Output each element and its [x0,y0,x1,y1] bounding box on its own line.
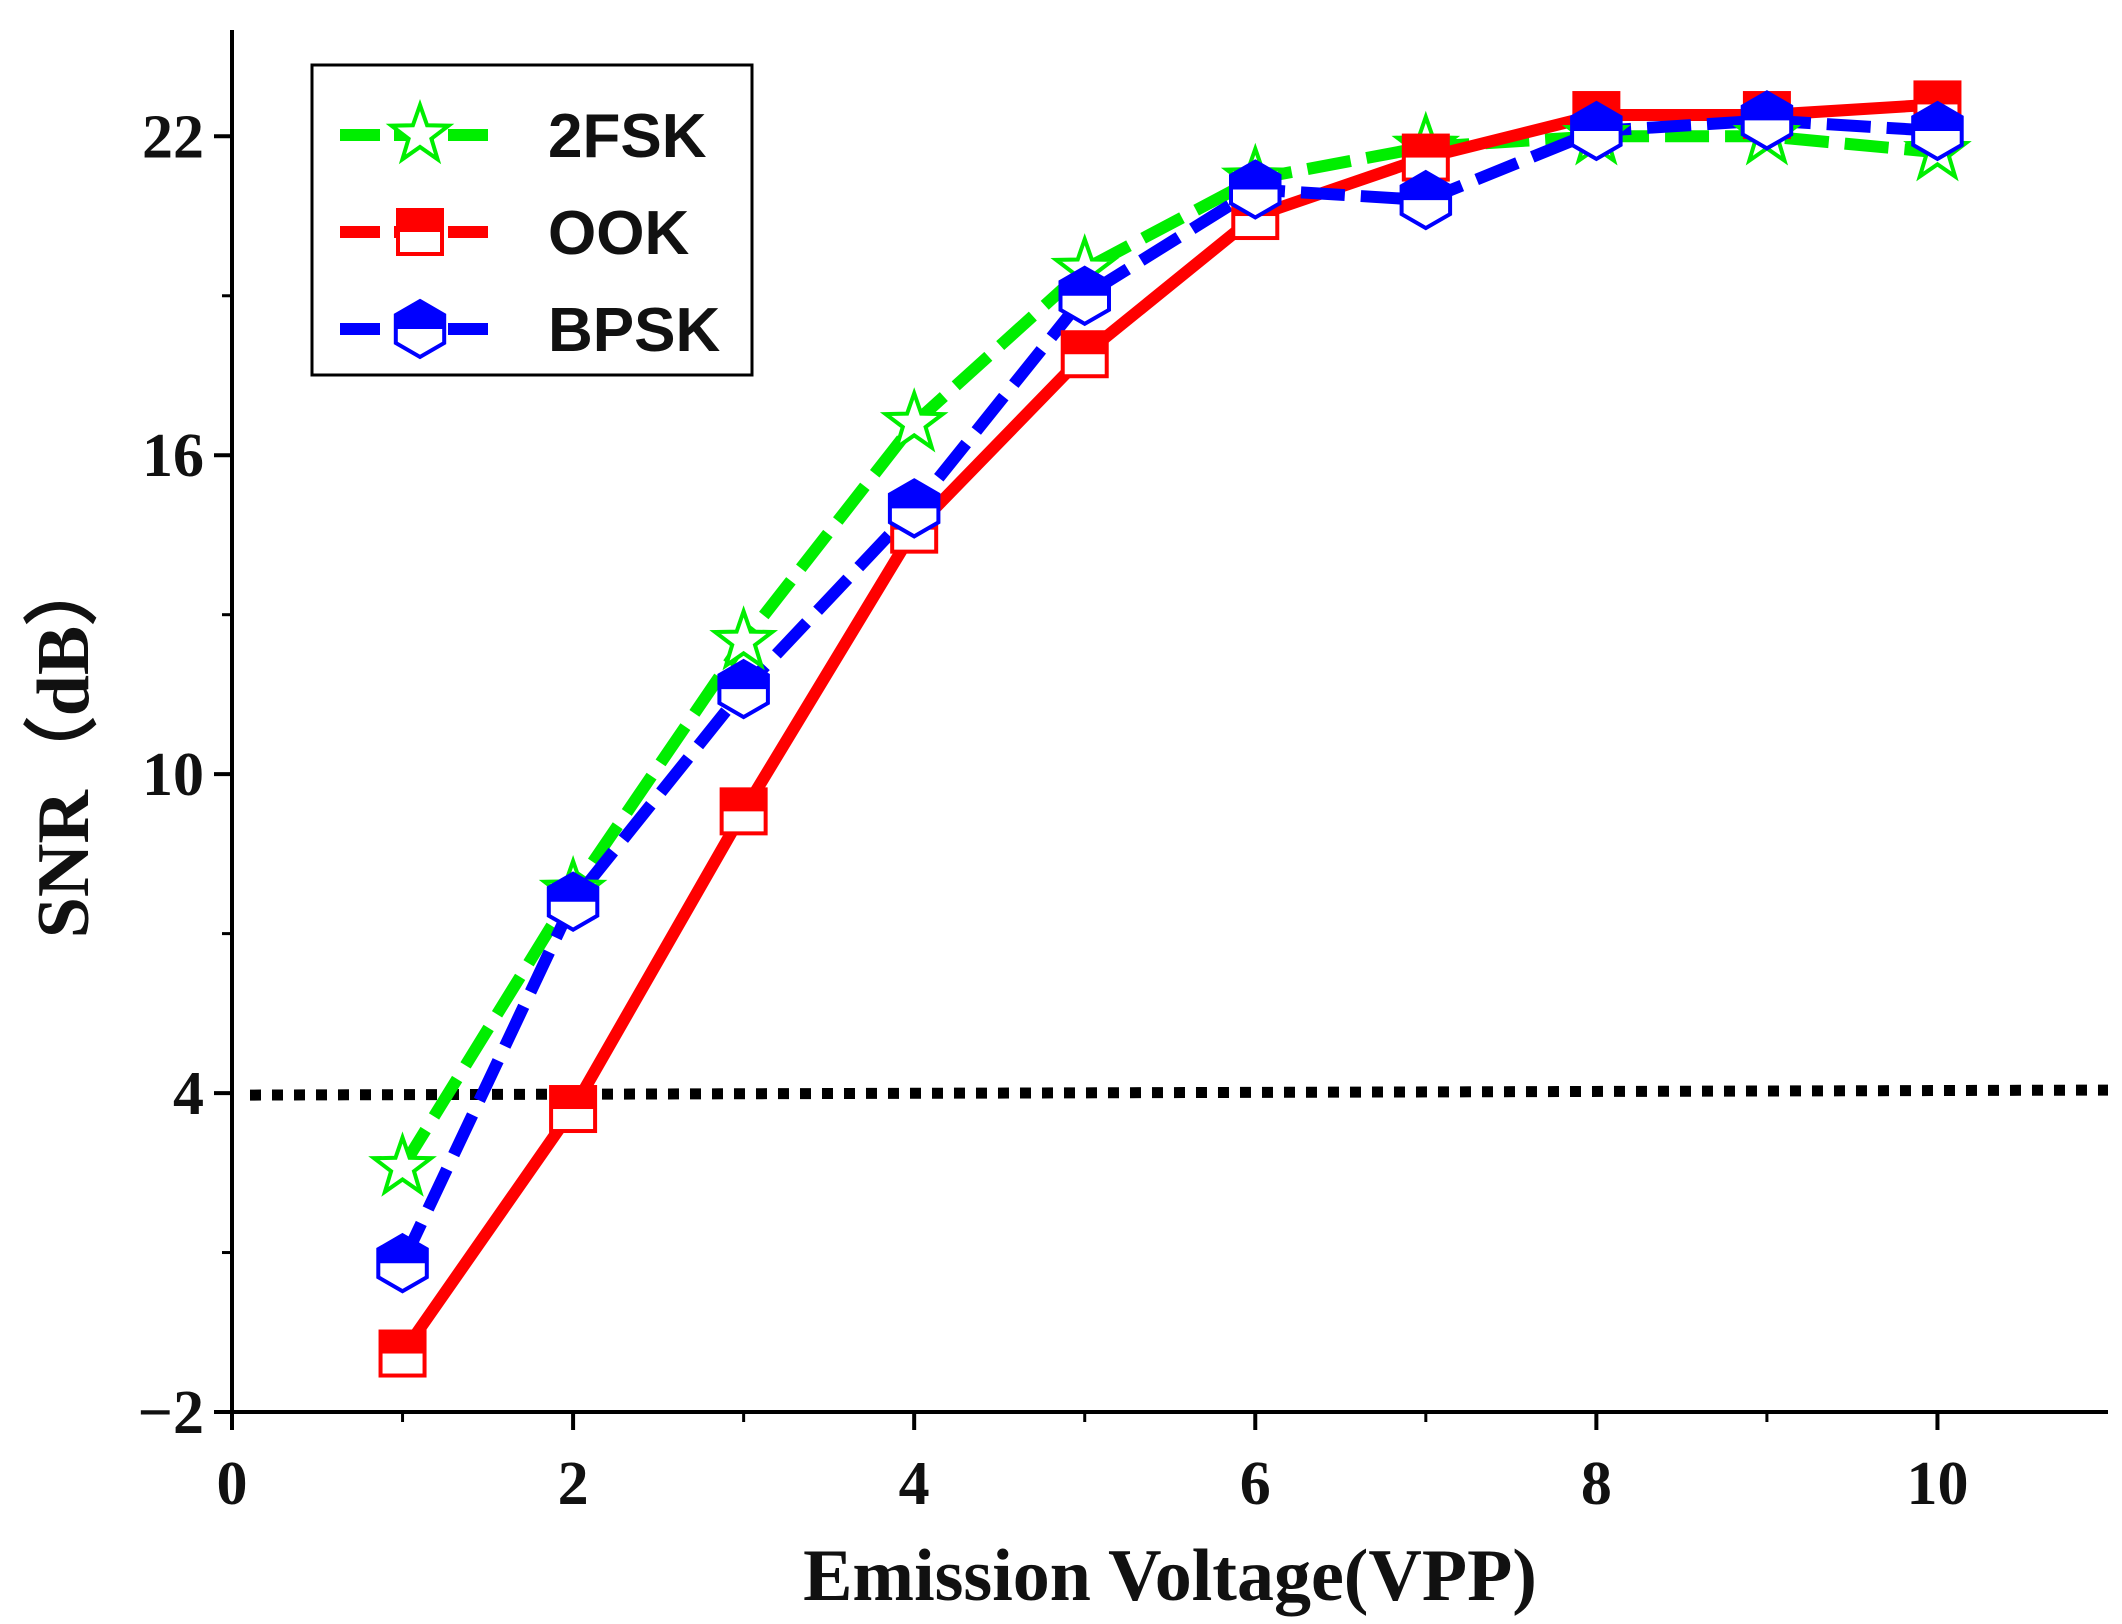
square-marker-fill [1062,332,1107,355]
hexagon-marker-fill [1401,172,1451,201]
hexagon-marker-fill [1231,161,1280,190]
legend: 2FSK OOK BPSK [310,63,754,377]
hexagon-marker [1740,90,1794,151]
hexagon-marker [393,298,447,360]
star-marker-shape [709,605,779,671]
square-marker [1060,330,1109,379]
x-axis-title: Emission Voltage(VPP) [803,1535,1537,1617]
square-marker-fill [380,1331,425,1354]
hexagon-marker-fill [1060,267,1109,296]
legend-box [310,63,754,377]
legend-label-ook: OOK [548,199,689,268]
hexagon-marker [1058,265,1111,327]
hexagon-marker-fill [548,873,598,902]
star-marker [709,605,779,671]
ticks-layer: 0 2 4 6 8 10 −2 4 10 16 22 [138,103,1969,1518]
reference-line-layer [249,1084,2109,1101]
hexagon-marker-fill [1572,103,1621,131]
hexagon-marker [887,478,941,539]
square-marker-fill [1403,135,1448,158]
star-marker [368,1131,437,1197]
x-tick-label: 2 [558,1450,589,1518]
hexagon-marker-fill [1913,103,1962,131]
series-line-bpsk [397,114,1938,1266]
square-marker-fill [551,1087,596,1110]
legend-label-bpsk: BPSK [548,296,720,365]
hexagon-marker-fill [1742,92,1792,121]
hexagon-marker-fill [719,661,768,690]
hexagon-marker-fill [378,1235,427,1264]
star-marker [879,387,949,453]
square-marker [549,1085,598,1134]
square-marker [719,787,768,836]
star-marker-shape [385,98,455,165]
y-tick-label: 10 [142,741,204,809]
reference-line [249,1084,2109,1101]
series-layer [368,80,1972,1378]
y-axis-title: SNR（dB） [23,552,105,939]
legend-label-2fsk: 2FSK [548,102,707,171]
hexagon-marker [376,1232,429,1294]
square-marker [396,208,444,256]
y-tick-label: 4 [173,1060,204,1128]
x-tick-label: 6 [1240,1450,1271,1518]
square-marker-fill [398,210,442,232]
star-marker-shape [368,1131,437,1197]
hexagon-marker [1399,169,1453,231]
square-marker-fill [721,789,766,812]
y-tick-label: 22 [142,103,204,171]
y-tick-label: −2 [138,1379,204,1447]
hexagon-marker-fill [395,301,445,329]
square-marker [378,1329,427,1378]
x-tick-label: 0 [217,1450,248,1518]
hexagon-marker [1911,100,1964,162]
hexagon-marker [717,658,770,720]
y-tick-label: 16 [142,422,204,490]
series-line-2fsk [397,130,1939,1171]
star-marker-shape [879,387,949,453]
series-line-ook [397,98,1938,1357]
x-tick-label: 4 [899,1450,930,1518]
hexagon-marker [1570,100,1623,162]
hexagon-marker [1229,159,1282,220]
x-tick-label: 10 [1906,1450,1968,1518]
hexagon-marker [546,871,600,933]
axes-layer [230,30,2108,1414]
x-tick-label: 8 [1581,1450,1612,1518]
square-marker-fill [1915,82,1960,105]
hexagon-marker-fill [889,480,939,509]
star-marker [385,98,455,165]
